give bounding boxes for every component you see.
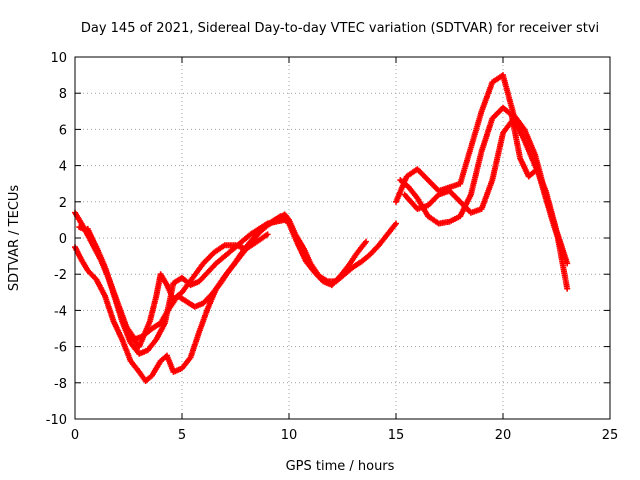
axis-ticks: 0 5 10 15 20 25 -10 -8 -6 -4 -2 0 2 4 6 8 10 bbox=[46, 51, 619, 443]
y-tick-label: -6 bbox=[54, 341, 67, 356]
y-tick-label: -8 bbox=[54, 377, 67, 392]
plot-frame bbox=[74, 56, 611, 420]
y-tick-label: 0 bbox=[59, 232, 67, 247]
data-point-markers bbox=[72, 211, 399, 384]
x-tick-label: 0 bbox=[71, 428, 79, 443]
data-series bbox=[84, 225, 271, 350]
y-tick-label: 2 bbox=[59, 196, 67, 211]
x-tick-label: 5 bbox=[178, 428, 186, 443]
data-series bbox=[72, 211, 399, 384]
data-point-markers bbox=[84, 225, 271, 350]
y-tick-label: 10 bbox=[50, 51, 67, 66]
y-tick-label: 4 bbox=[59, 160, 67, 175]
chart-title: Day 145 of 2021, Sidereal Day-to-day VTE… bbox=[81, 21, 599, 36]
data-series bbox=[401, 115, 571, 267]
y-tick-label: -2 bbox=[54, 268, 67, 283]
y-tick-label: -4 bbox=[54, 304, 67, 319]
y-tick-label: 8 bbox=[59, 87, 67, 102]
x-tick-label: 25 bbox=[602, 428, 619, 443]
y-tick-label: 6 bbox=[59, 123, 67, 138]
data-marks bbox=[72, 72, 571, 384]
x-axis-label: GPS time / hours bbox=[286, 459, 395, 474]
x-tick-label: 20 bbox=[495, 428, 512, 443]
grid bbox=[75, 57, 610, 419]
y-tick-label: -10 bbox=[46, 413, 67, 428]
data-point-markers bbox=[401, 115, 571, 267]
x-tick-label: 15 bbox=[388, 428, 405, 443]
y-axis-label: SDTVAR / TECUs bbox=[7, 185, 22, 292]
x-tick-label: 10 bbox=[281, 428, 298, 443]
